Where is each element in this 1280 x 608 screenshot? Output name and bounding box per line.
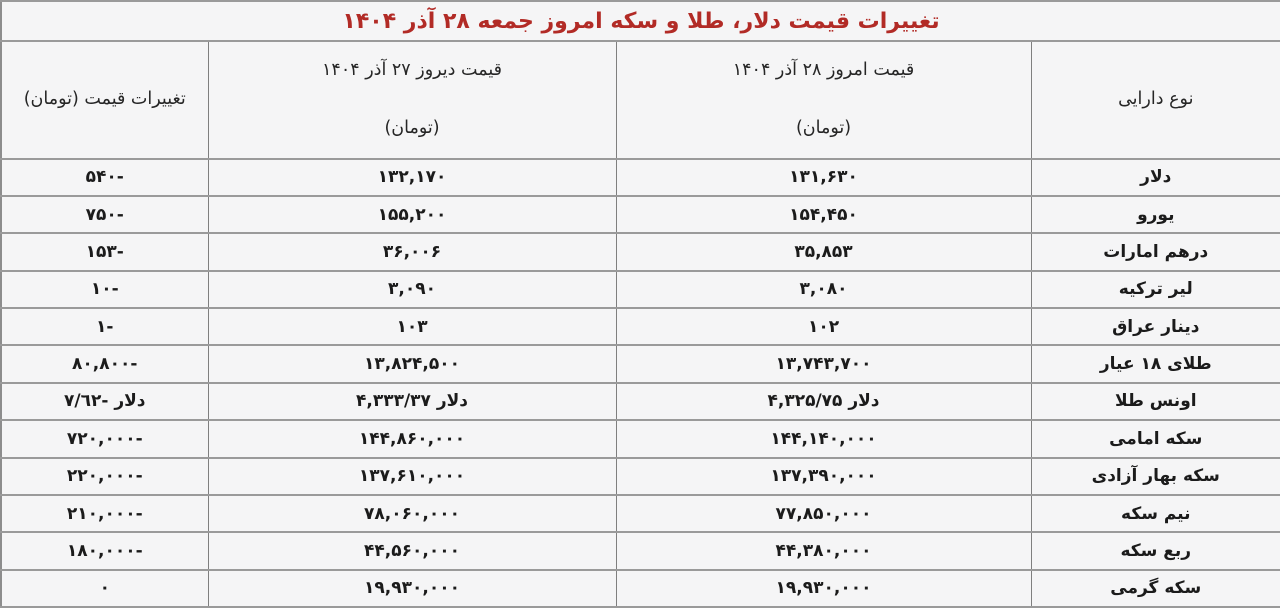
price-change-cell: ۷/٦۲- دلار xyxy=(0,381,209,422)
table-row: سکه امامی ۱۴۴,۱۴۰,۰۰۰ ۱۴۴,۸۶۰,۰۰۰ ۷۲۰,۰۰… xyxy=(0,419,1280,459)
table-row: سکه گرمی ۱۹,۹۳۰,۰۰۰ ۱۹,۹۳۰,۰۰۰ ۰ xyxy=(0,568,1280,608)
yesterday-price-cell: ۴۴,۵۶۰,۰۰۰ xyxy=(207,531,617,571)
yesterday-price-cell: ۱۳,۸۲۴,۵۰۰ xyxy=(207,344,617,384)
today-price-cell: ۷۷,۸۵۰,۰۰۰ xyxy=(615,493,1032,534)
yesterday-price-cell: ۱۰۳ xyxy=(207,306,617,347)
price-change-cell: ۷۲۰,۰۰۰- xyxy=(0,419,209,459)
yesterday-price-cell: ۳۶,۰۰۶ xyxy=(207,232,617,272)
today-price-cell: ۳۵,۸۵۳ xyxy=(615,232,1032,272)
title-row: تغییرات قیمت دلار، طلا و سکه امروز جمعه … xyxy=(0,0,1280,42)
price-change-cell: ۷۵۰- xyxy=(0,194,209,235)
yesterday-price-cell: ۱۴۴,۸۶۰,۰۰۰ xyxy=(207,419,617,459)
yesterday-price-cell: ۱۳۷,۶۱۰,۰۰۰ xyxy=(207,456,617,496)
yesterday-price-cell: ۱۳۲,۱۷۰ xyxy=(207,157,617,197)
today-price-cell: ۴۴,۳۸۰,۰۰۰ xyxy=(615,531,1032,571)
today-price-cell: ۴,۳۲۵/۷۵ دلار xyxy=(615,381,1032,422)
asset-name-cell: درهم امارات xyxy=(1030,232,1280,272)
table-row: دینار عراق ۱۰۲ ۱۰۳ ۱- xyxy=(0,306,1280,347)
today-price-cell: ۱۹,۹۳۰,۰۰۰ xyxy=(615,568,1032,608)
asset-name-cell: لیر ترکیه xyxy=(1030,269,1280,310)
table-row: دلار ۱۳۱,۶۳۰ ۱۳۲,۱۷۰ ۵۴۰- xyxy=(0,157,1280,197)
asset-name-cell: سکه امامی xyxy=(1030,419,1280,459)
yesterday-price-cell: ۴,۳۳۳/۳۷ دلار xyxy=(207,381,617,422)
asset-name-cell: سکه گرمی xyxy=(1030,568,1280,608)
price-change-cell: ۲۲۰,۰۰۰- xyxy=(0,456,209,496)
today-price-cell: ۱۰۲ xyxy=(615,306,1032,347)
table-row: اونس طلا ۴,۳۲۵/۷۵ دلار ۴,۳۳۳/۳۷ دلار ۷/٦… xyxy=(0,381,1280,422)
table-row: لیر ترکیه ۳,۰۸۰ ۳,۰۹۰ ۱۰- xyxy=(0,269,1280,310)
today-price-cell: ۱۳,۷۴۳,۷۰۰ xyxy=(615,344,1032,384)
today-price-cell: ۳,۰۸۰ xyxy=(615,269,1032,310)
today-price-cell: ۱۳۱,۶۳۰ xyxy=(615,157,1032,197)
header-row: نوع دارایی قیمت امروز ۲۸ آذر ۱۴۰۴ (تومان… xyxy=(0,40,1280,160)
today-price-cell: ۱۴۴,۱۴۰,۰۰۰ xyxy=(615,419,1032,459)
asset-name-cell: سکه بهار آزادی xyxy=(1030,456,1280,496)
page-title: تغییرات قیمت دلار، طلا و سکه امروز جمعه … xyxy=(0,0,1280,42)
table-row: درهم امارات ۳۵,۸۵۳ ۳۶,۰۰۶ ۱۵۳- xyxy=(0,232,1280,272)
table-row: ربع سکه ۴۴,۳۸۰,۰۰۰ ۴۴,۵۶۰,۰۰۰ ۱۸۰,۰۰۰- xyxy=(0,531,1280,571)
asset-name-cell: ربع سکه xyxy=(1030,531,1280,571)
yesterday-price-cell: ۱۵۵,۲۰۰ xyxy=(207,194,617,235)
price-change-cell: ۵۴۰- xyxy=(0,157,209,197)
asset-name-cell: نیم سکه xyxy=(1030,493,1280,534)
table-row: نیم سکه ۷۷,۸۵۰,۰۰۰ ۷۸,۰۶۰,۰۰۰ ۲۱۰,۰۰۰- xyxy=(0,493,1280,534)
today-price-cell: ۱۳۷,۳۹۰,۰۰۰ xyxy=(615,456,1032,496)
price-change-cell: ۲۱۰,۰۰۰- xyxy=(0,493,209,534)
column-header-price-change: تغییرات قیمت (تومان) xyxy=(0,40,209,160)
asset-name-cell: یورو xyxy=(1030,194,1280,235)
table-row: یورو ۱۵۴,۴۵۰ ۱۵۵,۲۰۰ ۷۵۰- xyxy=(0,194,1280,235)
column-header-yesterday-price: قیمت دیروز ۲۷ آذر ۱۴۰۴ (تومان) xyxy=(207,40,617,160)
price-change-cell: ۱- xyxy=(0,306,209,347)
yesterday-price-cell: ۷۸,۰۶۰,۰۰۰ xyxy=(207,493,617,534)
asset-name-cell: اونس طلا xyxy=(1030,381,1280,422)
price-change-cell: ۱۰- xyxy=(0,269,209,310)
yesterday-price-cell: ۱۹,۹۳۰,۰۰۰ xyxy=(207,568,617,608)
price-change-cell: ۰ xyxy=(0,568,209,608)
price-change-cell: ۸۰,۸۰۰- xyxy=(0,344,209,384)
price-change-cell: ۱۸۰,۰۰۰- xyxy=(0,531,209,571)
table-row: سکه بهار آزادی ۱۳۷,۳۹۰,۰۰۰ ۱۳۷,۶۱۰,۰۰۰ ۲… xyxy=(0,456,1280,496)
today-price-cell: ۱۵۴,۴۵۰ xyxy=(615,194,1032,235)
asset-name-cell: طلای ۱۸ عیار xyxy=(1030,344,1280,384)
table-row: طلای ۱۸ عیار ۱۳,۷۴۳,۷۰۰ ۱۳,۸۲۴,۵۰۰ ۸۰,۸۰… xyxy=(0,344,1280,384)
price-change-cell: ۱۵۳- xyxy=(0,232,209,272)
table-body: دلار ۱۳۱,۶۳۰ ۱۳۲,۱۷۰ ۵۴۰- یورو ۱۵۴,۴۵۰ ۱… xyxy=(0,157,1280,608)
asset-name-cell: دینار عراق xyxy=(1030,306,1280,347)
column-header-today-price: قیمت امروز ۲۸ آذر ۱۴۰۴ (تومان) xyxy=(615,40,1032,160)
column-header-asset-type: نوع دارایی xyxy=(1030,40,1280,160)
asset-name-cell: دلار xyxy=(1030,157,1280,197)
yesterday-price-cell: ۳,۰۹۰ xyxy=(207,269,617,310)
